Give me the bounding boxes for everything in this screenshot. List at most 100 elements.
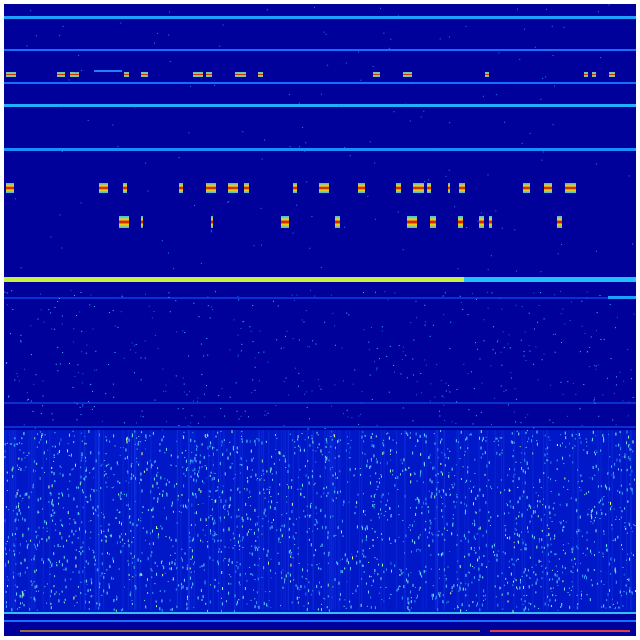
speckle — [99, 582, 101, 586]
speckle — [437, 456, 439, 459]
speckle — [134, 443, 136, 445]
speckle — [468, 487, 470, 489]
speckle — [520, 598, 522, 601]
speckle — [222, 587, 224, 591]
speckle — [59, 214, 61, 216]
speckle — [197, 596, 199, 600]
speckle — [595, 464, 597, 468]
speckle — [558, 558, 560, 560]
speckle — [500, 385, 502, 387]
speckle — [410, 473, 412, 477]
speckle — [512, 563, 514, 566]
speckle — [199, 466, 201, 470]
speckle — [609, 606, 611, 609]
speckle — [442, 600, 444, 604]
speckle — [283, 455, 285, 458]
speckle — [379, 358, 381, 360]
speckle — [78, 54, 80, 56]
streak — [425, 430, 427, 610]
speckle — [489, 525, 491, 527]
speckle — [186, 564, 188, 567]
speckle — [246, 513, 248, 516]
speckle — [430, 568, 432, 571]
speckle — [485, 436, 487, 438]
speckle — [73, 295, 75, 297]
speckle — [453, 500, 455, 503]
speckle — [605, 513, 607, 516]
speckle — [35, 530, 37, 533]
speckle — [118, 520, 120, 524]
speckle — [146, 461, 148, 465]
speckle — [517, 486, 519, 488]
speckle — [499, 586, 501, 589]
speckle — [18, 509, 20, 512]
speckle — [515, 270, 517, 272]
speckle — [77, 372, 79, 374]
speckle — [46, 530, 48, 532]
speckle — [186, 394, 188, 396]
speckle — [264, 410, 266, 412]
speckle — [564, 323, 566, 325]
speckle — [416, 381, 418, 383]
speckle — [254, 508, 256, 512]
speckle — [551, 25, 553, 27]
speckle — [118, 568, 120, 570]
speckle — [362, 526, 364, 530]
speckle — [80, 481, 82, 484]
speckle — [524, 547, 526, 550]
speckle — [162, 565, 164, 567]
speckle — [537, 379, 539, 381]
speckle — [497, 440, 499, 442]
speckle — [154, 399, 156, 401]
streak — [346, 430, 348, 610]
speckle — [105, 535, 107, 538]
speckle — [20, 467, 22, 471]
speckle — [214, 472, 216, 474]
speckle — [266, 488, 268, 490]
speckle — [541, 359, 543, 361]
speckle — [423, 463, 425, 467]
speckle — [325, 460, 327, 462]
speckle — [620, 447, 622, 451]
speckle — [604, 484, 606, 488]
streak — [191, 430, 193, 610]
speckle — [571, 548, 573, 551]
speckle — [324, 455, 326, 458]
speckle — [164, 478, 166, 480]
speckle — [250, 529, 252, 531]
speckle — [13, 443, 15, 447]
speckle — [7, 396, 9, 398]
speckle — [145, 162, 147, 164]
speckle — [191, 415, 193, 417]
speckle — [23, 593, 25, 597]
speckle — [449, 488, 451, 490]
speckle — [270, 569, 272, 572]
speckle — [239, 549, 241, 551]
speckle — [363, 329, 365, 331]
speckle — [621, 544, 623, 547]
speckle — [48, 485, 50, 489]
speckle — [136, 457, 138, 459]
speckle — [58, 451, 60, 453]
speckle — [374, 361, 376, 363]
speckle — [80, 291, 82, 293]
speckle — [600, 485, 602, 488]
speckle — [380, 501, 382, 503]
speckle — [61, 536, 63, 540]
speckle — [192, 492, 194, 496]
speckle — [586, 594, 588, 596]
speckle — [162, 490, 164, 493]
speckle — [269, 591, 271, 593]
speckle — [35, 590, 37, 592]
speckle — [440, 592, 442, 594]
speckle — [106, 464, 108, 466]
speckle — [443, 314, 445, 316]
speckle — [375, 291, 377, 293]
speckle — [258, 438, 260, 442]
speckle — [477, 494, 479, 497]
speckle — [219, 496, 221, 498]
speckle — [290, 555, 292, 558]
speckle — [568, 442, 570, 445]
speckle — [435, 597, 437, 600]
speckle — [468, 531, 470, 534]
